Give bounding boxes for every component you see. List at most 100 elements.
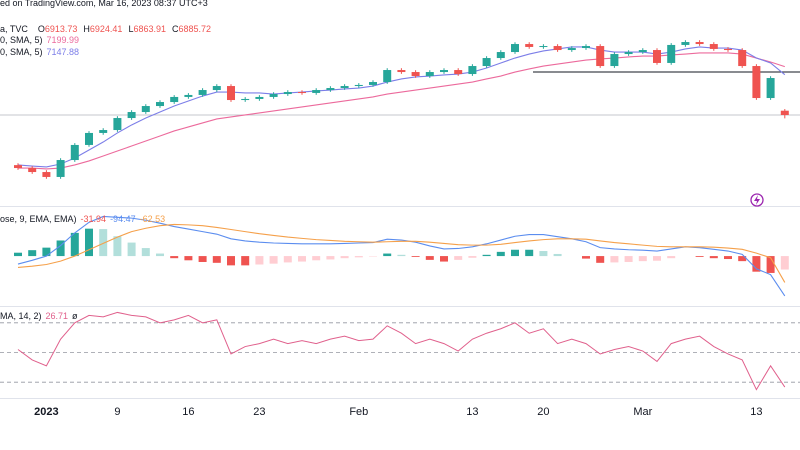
candle-body [85, 132, 93, 145]
candle-body [298, 92, 306, 94]
histogram-bar [780, 256, 789, 270]
histogram-bar [212, 256, 221, 263]
histogram-bar [298, 256, 306, 262]
candle-body [241, 98, 250, 101]
histogram-bar [383, 253, 392, 257]
x-tick-label: 13 [750, 406, 762, 418]
x-tick-label: 23 [253, 406, 265, 418]
candle-body [283, 92, 292, 95]
candle-body [411, 72, 420, 77]
candle-body [496, 52, 505, 59]
candle-body [780, 110, 789, 115]
macd-title: ose, 9, EMA, EMA) [0, 214, 77, 224]
rsi-title: MA, 14, 2) [0, 311, 42, 321]
candle-body [653, 50, 661, 63]
rsi-note: ø [72, 311, 78, 321]
candle-body [738, 50, 747, 67]
candle-body [28, 168, 37, 173]
candle-body [695, 42, 704, 45]
candle-body [567, 48, 576, 51]
alert-icon[interactable] [750, 193, 764, 207]
histogram-bar [99, 229, 108, 257]
x-tick-label: Mar [633, 406, 652, 418]
candle-body [170, 96, 179, 103]
candle-body [369, 82, 377, 85]
candle-body [212, 86, 221, 91]
icon-bolt[interactable] [754, 195, 760, 205]
histogram-bar [653, 256, 661, 261]
macd-legend: ose, 9, EMA, EMA) -31.94 -94.47 -62.53 [0, 214, 165, 224]
histogram-bar [241, 256, 250, 266]
histogram-bar [496, 251, 505, 257]
candle-body [42, 172, 51, 177]
candle-body [14, 165, 22, 169]
histogram-bar [667, 256, 676, 259]
candle-body [141, 106, 150, 113]
candle-body [56, 160, 65, 177]
histogram-bar [70, 232, 79, 257]
sma-legend: 0, SMA, 5) 7147.88 [0, 47, 79, 57]
histogram-bar [738, 256, 747, 262]
candle-body [99, 130, 108, 133]
rsi-line [17, 311, 786, 391]
histogram-bar [440, 256, 448, 262]
candle-body [525, 44, 534, 47]
ohlc-value: 6885.72 [178, 24, 212, 34]
histogram-bar [85, 228, 93, 257]
sma-name: 0, SMA, 5) [0, 47, 43, 57]
ohlc-value: 6913.73 [44, 24, 78, 34]
candle-body [724, 48, 732, 51]
macd-line [17, 223, 786, 283]
histogram-bar [184, 256, 193, 261]
ohlc-prefix: O [37, 24, 45, 34]
histogram-bar [198, 256, 207, 262]
histogram-bar [56, 240, 65, 257]
candle-body [113, 118, 122, 131]
x-tick-label: 13 [466, 406, 478, 418]
histogram-bar [340, 256, 349, 259]
candle-body [127, 112, 136, 119]
histogram-bar [269, 256, 278, 264]
candle-body [511, 44, 519, 53]
histogram-bar [766, 256, 775, 273]
histogram-bar [283, 256, 292, 263]
signal-value: -62.53 [139, 214, 166, 224]
histogram-bar [752, 256, 761, 272]
candle-body [709, 44, 718, 49]
candle-body [638, 50, 647, 53]
candle-body [255, 96, 264, 99]
histogram-bar [638, 256, 647, 262]
histogram-bar [482, 254, 491, 257]
histogram-bar [42, 247, 51, 257]
histogram-bar [425, 256, 434, 260]
candle-body [425, 72, 434, 77]
candle-body [269, 94, 278, 97]
histogram-bar [141, 248, 150, 257]
histogram-bar [709, 256, 718, 259]
candle-body [667, 44, 676, 63]
macd-line [17, 215, 786, 297]
histogram-bar [312, 256, 321, 261]
x-tick-label: 20 [537, 406, 549, 418]
histogram-bar [525, 249, 534, 257]
x-tick-label: Feb [349, 406, 368, 418]
candle-body [624, 52, 633, 55]
macd-value: -94.47 [110, 214, 136, 224]
histogram-bar [553, 253, 562, 257]
header-source: ed on TradingView.com, Mar 16, 2023 08:3… [0, 0, 208, 8]
histogram-bar [127, 242, 136, 257]
x-tick-label: 9 [114, 406, 120, 418]
candle-body [383, 70, 392, 83]
candle-body [198, 90, 207, 95]
candle-body [326, 88, 335, 91]
candle-body [553, 46, 562, 51]
icon-circle[interactable] [750, 193, 764, 207]
histogram-bar [255, 256, 264, 265]
candle-body [70, 144, 79, 161]
candle-body [468, 66, 477, 75]
candle-body [681, 42, 690, 45]
candle-body [454, 70, 463, 75]
histogram-bar [724, 256, 732, 260]
